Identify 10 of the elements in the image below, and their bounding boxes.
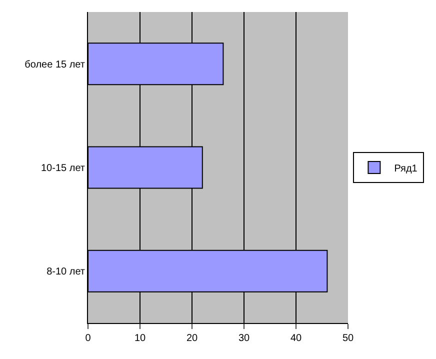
y-tick-label: 10-15 лет: [41, 163, 86, 174]
x-tick-label: 50: [342, 333, 354, 344]
x-tick-label: 10: [134, 333, 146, 344]
x-tick-label: 0: [85, 333, 92, 344]
x-tick-label: 20: [186, 333, 198, 344]
legend-label: Ряд1: [394, 163, 418, 174]
x-tick-label: 40: [290, 333, 302, 344]
y-tick-label: 8-10 лет: [46, 266, 86, 278]
x-tick-label: 30: [238, 333, 250, 344]
y-tick-label: более 15 лет: [24, 59, 86, 70]
